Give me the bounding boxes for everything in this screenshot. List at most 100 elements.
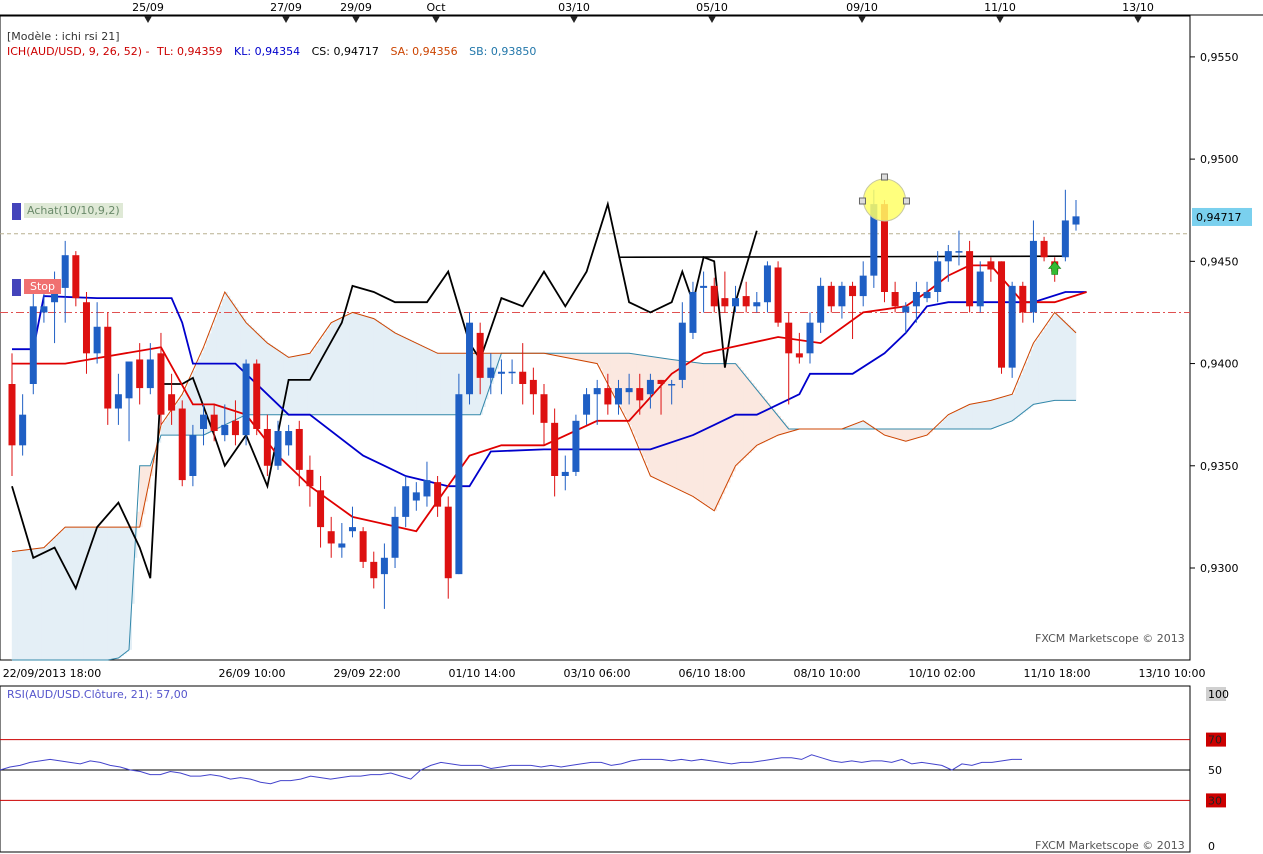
candle[interactable] — [1008, 281, 1016, 378]
candle[interactable] — [231, 400, 239, 446]
candle[interactable] — [625, 373, 633, 405]
buy-order-marker[interactable] — [12, 203, 21, 220]
candle[interactable] — [1019, 281, 1027, 323]
candle[interactable] — [253, 359, 261, 436]
candle[interactable] — [902, 302, 910, 333]
candle[interactable] — [646, 373, 654, 409]
candle[interactable] — [998, 261, 1006, 374]
candle[interactable] — [455, 373, 463, 575]
candle[interactable] — [1072, 200, 1080, 231]
candle[interactable] — [423, 461, 431, 507]
annotations[interactable]: 0,94717 — [858, 173, 1252, 275]
candle[interactable] — [657, 379, 665, 415]
candle[interactable] — [838, 281, 846, 319]
candle[interactable] — [763, 261, 771, 313]
candle[interactable] — [434, 476, 442, 517]
candle[interactable] — [178, 400, 186, 487]
candle[interactable] — [508, 359, 516, 384]
candle[interactable] — [210, 404, 218, 442]
candle[interactable] — [987, 257, 995, 282]
candle[interactable] — [487, 353, 495, 395]
candle[interactable] — [1061, 189, 1069, 262]
candle[interactable] — [189, 424, 197, 487]
candle[interactable] — [146, 343, 154, 395]
candle[interactable] — [944, 244, 952, 282]
candle[interactable] — [519, 343, 527, 405]
candle[interactable] — [19, 394, 27, 456]
candle[interactable] — [221, 404, 229, 442]
candle[interactable] — [295, 420, 303, 487]
candle[interactable] — [849, 281, 857, 340]
candle[interactable] — [466, 312, 474, 405]
candle[interactable] — [285, 424, 293, 456]
candle[interactable] — [912, 281, 920, 323]
candle[interactable] — [82, 292, 90, 374]
candle[interactable] — [61, 240, 69, 323]
candle[interactable] — [742, 281, 750, 313]
candle[interactable] — [572, 414, 580, 476]
candle[interactable] — [391, 506, 399, 568]
candle[interactable] — [551, 408, 559, 497]
candle[interactable] — [412, 482, 420, 511]
candle[interactable] — [955, 230, 963, 266]
buy-order-label[interactable]: Achat(10/10,9,2) — [24, 203, 123, 218]
candle[interactable] — [327, 516, 335, 558]
candle[interactable] — [923, 281, 931, 303]
candle[interactable] — [721, 271, 729, 313]
candle[interactable] — [859, 261, 867, 307]
candle[interactable] — [732, 285, 740, 313]
candle[interactable] — [157, 332, 165, 425]
candle[interactable] — [263, 414, 271, 476]
candle[interactable] — [359, 527, 367, 568]
candle[interactable] — [795, 332, 803, 364]
candle[interactable] — [104, 312, 112, 425]
candle[interactable] — [710, 277, 718, 313]
candle[interactable] — [93, 302, 101, 364]
candle[interactable] — [168, 373, 176, 425]
candle[interactable] — [136, 343, 144, 405]
candle[interactable] — [125, 361, 133, 442]
candle[interactable] — [497, 359, 505, 395]
candle[interactable] — [242, 359, 250, 446]
candle[interactable] — [668, 379, 676, 405]
candle[interactable] — [966, 240, 974, 313]
candle[interactable] — [274, 420, 282, 470]
candle[interactable] — [380, 543, 388, 609]
candle[interactable] — [540, 384, 548, 446]
candle[interactable] — [348, 506, 356, 538]
candle[interactable] — [444, 496, 452, 599]
candle[interactable] — [529, 367, 537, 415]
candle[interactable] — [561, 455, 569, 491]
candle[interactable] — [1040, 236, 1048, 262]
candle[interactable] — [583, 388, 591, 425]
candle[interactable] — [29, 292, 37, 395]
candle[interactable] — [306, 455, 314, 507]
candle[interactable] — [934, 251, 942, 303]
candle[interactable] — [774, 261, 782, 327]
candle[interactable] — [593, 379, 601, 425]
candle[interactable] — [1029, 220, 1037, 323]
candle[interactable] — [753, 292, 761, 313]
candle[interactable] — [114, 373, 122, 425]
candle[interactable] — [72, 251, 80, 307]
stop-order-marker[interactable] — [12, 279, 21, 296]
candle[interactable] — [827, 281, 835, 313]
candle[interactable] — [700, 271, 708, 313]
candle[interactable] — [817, 277, 825, 333]
candle[interactable] — [636, 373, 644, 415]
candle[interactable] — [678, 302, 686, 389]
candle[interactable] — [614, 379, 622, 415]
stop-order-label[interactable]: Stop — [24, 279, 62, 294]
candle[interactable] — [476, 322, 484, 395]
candle[interactable] — [8, 353, 16, 476]
candle[interactable] — [200, 404, 208, 446]
candle[interactable] — [806, 312, 814, 364]
candle[interactable] — [785, 312, 793, 405]
candle[interactable] — [604, 373, 612, 415]
candle[interactable] — [338, 523, 346, 558]
candle[interactable] — [317, 476, 325, 548]
candle[interactable] — [402, 476, 410, 528]
candlesticks[interactable] — [8, 189, 1080, 609]
candle[interactable] — [689, 281, 697, 340]
candle[interactable] — [891, 281, 899, 313]
